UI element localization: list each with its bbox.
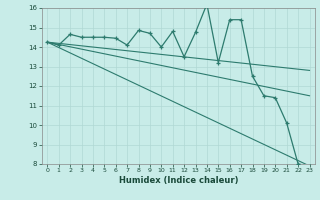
X-axis label: Humidex (Indice chaleur): Humidex (Indice chaleur) <box>119 176 238 185</box>
